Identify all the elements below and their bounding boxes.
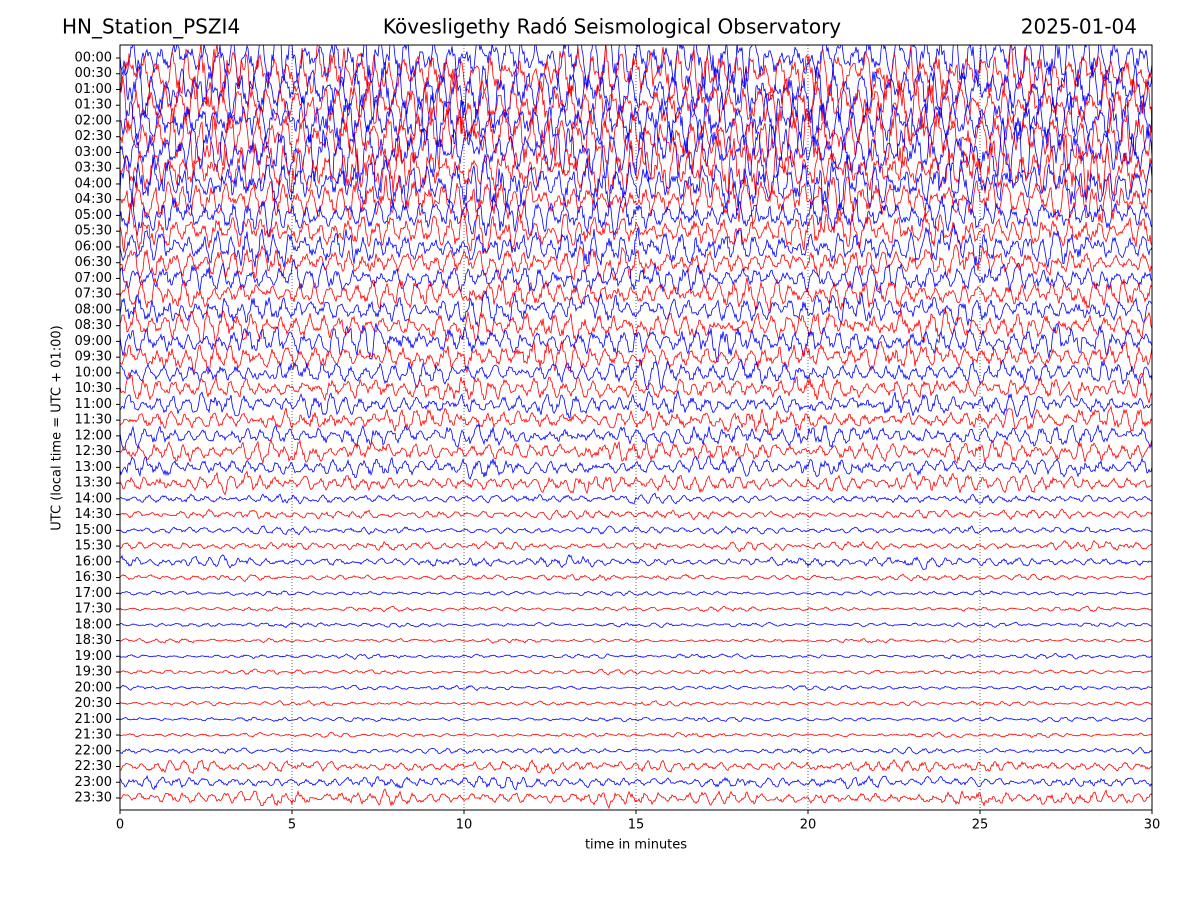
y-tick-label: 00:00 xyxy=(75,51,112,66)
y-tick-label: 16:30 xyxy=(75,570,112,585)
y-tick-label: 06:30 xyxy=(75,255,112,270)
y-tick-label: 22:30 xyxy=(75,759,112,774)
trace xyxy=(120,621,1152,629)
y-tick-label: 12:30 xyxy=(75,444,112,459)
trace xyxy=(120,758,1152,775)
date: 2025-01-04 xyxy=(1021,15,1137,39)
trace xyxy=(120,668,1152,676)
trace xyxy=(120,192,1152,237)
y-tick-label: 11:00 xyxy=(75,397,112,412)
y-tick-label: 20:30 xyxy=(75,696,112,711)
trace xyxy=(120,174,1152,226)
y-tick-label: 17:00 xyxy=(75,586,112,601)
y-tick-label: 09:30 xyxy=(75,350,112,365)
y-tick-label: 19:00 xyxy=(75,649,112,664)
x-tick-label: 10 xyxy=(456,818,473,833)
y-tick-label: 14:30 xyxy=(75,507,112,522)
trace xyxy=(120,788,1152,810)
trace xyxy=(120,540,1152,552)
x-tick-label: 0 xyxy=(116,818,124,833)
y-tick-label: 18:00 xyxy=(75,617,112,632)
y-tick-label: 01:00 xyxy=(75,82,112,97)
station: HN_Station_PSZI4 xyxy=(62,15,240,39)
y-tick-label: 10:00 xyxy=(75,365,112,380)
y-tick-label: 14:00 xyxy=(75,491,112,506)
y-tick-label: 19:30 xyxy=(75,665,112,680)
y-tick-label: 09:00 xyxy=(75,334,112,349)
y-tick-label: 02:30 xyxy=(75,129,112,144)
y-tick-label: 23:00 xyxy=(75,775,112,790)
y-tick-label: 05:00 xyxy=(75,208,112,223)
trace xyxy=(120,492,1152,505)
y-tick-label: 15:30 xyxy=(75,539,112,554)
trace xyxy=(120,98,1152,174)
y-tick-label: 12:00 xyxy=(75,428,112,443)
trace xyxy=(120,258,1152,295)
x-tick-label: 15 xyxy=(628,818,645,833)
y-tick-label: 20:00 xyxy=(75,680,112,695)
trace xyxy=(120,653,1152,660)
y-tick-label: 07:00 xyxy=(75,271,112,286)
y-tick-label: 23:30 xyxy=(75,791,112,806)
x-tick-label: 30 xyxy=(1144,818,1161,833)
y-tick-label: 11:30 xyxy=(75,413,112,428)
y-tick-label: 15:00 xyxy=(75,523,112,538)
y-tick-label: 03:30 xyxy=(75,161,112,176)
y-tick-label: 13:00 xyxy=(75,460,112,475)
y-tick-label: 17:30 xyxy=(75,602,112,617)
y-tick-label: 13:30 xyxy=(75,476,112,491)
y-tick-label: 05:30 xyxy=(75,224,112,239)
y-tick-label: 04:30 xyxy=(75,192,112,207)
y-tick-label: 08:30 xyxy=(75,318,112,333)
chart-title: Kövesligethy Radó Seismological Observat… xyxy=(383,15,841,39)
y-tick-label: 22:00 xyxy=(75,743,112,758)
y-tick-label: 03:00 xyxy=(75,145,112,160)
x-tick-label: 20 xyxy=(800,818,817,833)
y-axis-label: UTC (local time = UTC + 01:00) xyxy=(50,325,65,530)
y-tick-label: 21:30 xyxy=(75,728,112,743)
x-tick-label: 5 xyxy=(288,818,296,833)
y-tick-label: 08:00 xyxy=(75,302,112,317)
y-tick-label: 07:30 xyxy=(75,287,112,302)
trace xyxy=(120,59,1152,128)
y-tick-label: 00:30 xyxy=(75,66,112,81)
y-tick-label: 06:00 xyxy=(75,239,112,254)
trace xyxy=(120,277,1152,314)
trace xyxy=(120,716,1152,723)
x-tick-label: 25 xyxy=(972,818,989,833)
y-tick-label: 01:30 xyxy=(75,98,112,113)
x-axis-label: time in minutes xyxy=(585,838,687,853)
y-tick-label: 16:00 xyxy=(75,554,112,569)
y-tick-label: 04:00 xyxy=(75,176,112,191)
y-tick-label: 10:30 xyxy=(75,381,112,396)
y-tick-label: 21:00 xyxy=(75,712,112,727)
y-tick-label: 18:30 xyxy=(75,633,112,648)
y-tick-label: 02:00 xyxy=(75,113,112,128)
